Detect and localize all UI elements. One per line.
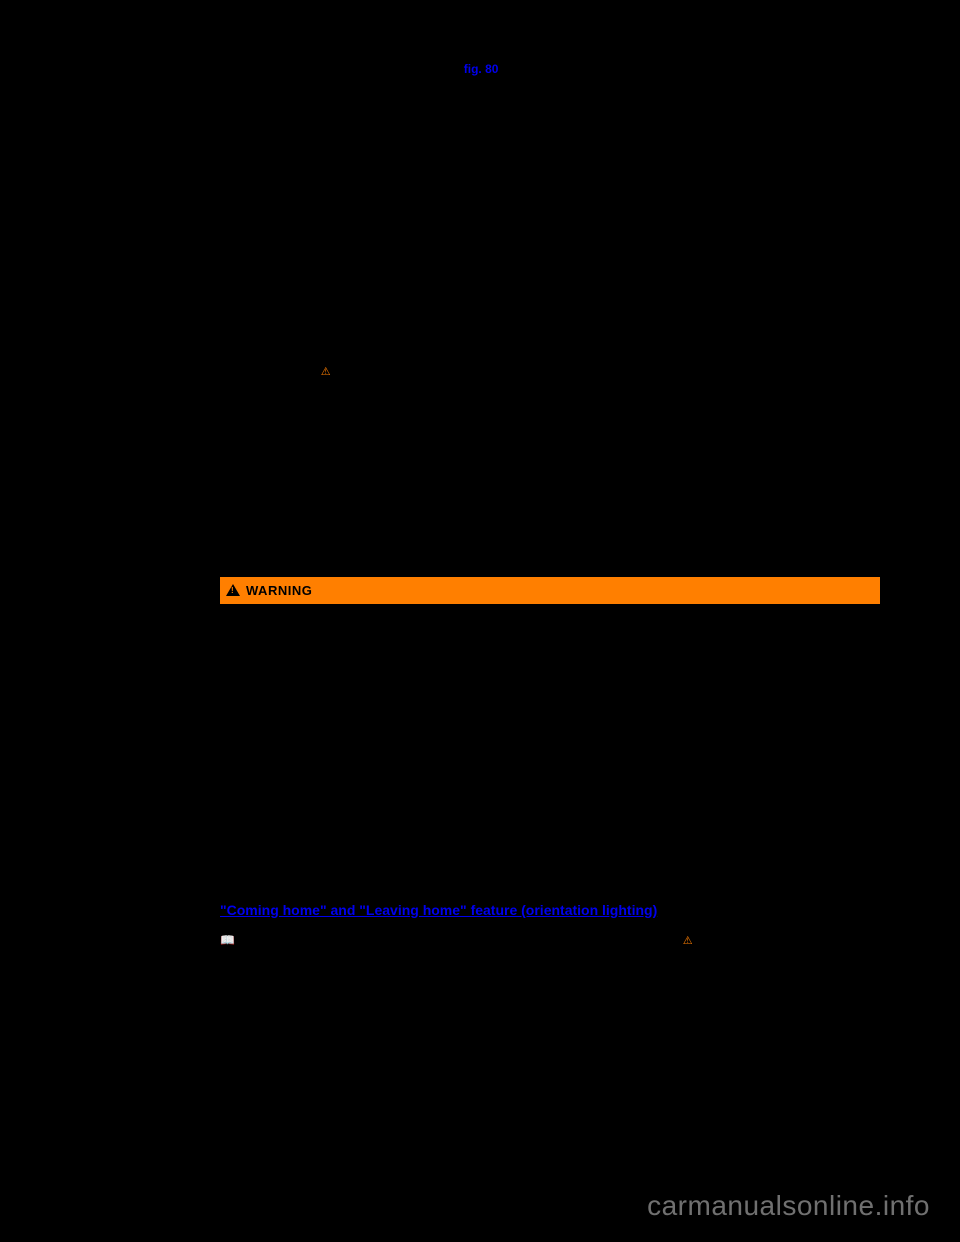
warning-box: WARNING Parking lights alone are not bri… [220,577,880,659]
fog-rear-6: ) to the only detent. [257,449,360,463]
parking-light-icon: ⛮ [373,780,386,794]
fog-rear-2: , pull the light switch out to the secon… [416,413,731,427]
table1-r0-c1: Fog lights, low beams, and parking light… [281,122,570,171]
table1-r3-c1: Low beams off; parking lights may still … [281,251,570,300]
fog-rear-3: , or [788,413,809,427]
parking-light-icon: ⛮ [720,395,733,409]
section-title-link[interactable]: "Coming home" and "Leaving home" feature… [220,900,880,921]
fog-rear-icon: O⊧ [356,346,372,360]
fog-front-text: , pull the light switch out to the first… [424,395,719,409]
fog-front-icon: ⊧D [406,395,421,409]
section2-body: The Coming Home feature may have to be s… [220,962,880,998]
warning-label: WARNING [246,581,312,601]
figure-link[interactable]: fig. 80 [464,62,499,76]
table-row: AUTO "Coming home" and "Leaving home" fe… [221,171,880,220]
watermark: carmanualsonline.info [647,1190,930,1222]
notice-2: If you remove the ignition key with the … [220,742,880,832]
fog-lights-heading: Fog lights [220,314,880,332]
noise-heading: Noises when headlights are switched on o… [220,493,880,511]
table1-header-0: Symbol [221,91,281,122]
warning-triangle-icon: ⚠ [321,364,331,381]
fog-intro: The indicator lights ⊧D or O⊧ in the hea… [220,344,880,381]
intro-text-a: Turn the light switch to the desired pos… [220,62,464,76]
table2-r0-c0: Switching on: [221,1041,366,1126]
intro-text-b: : [502,62,505,76]
table1-r1-c1: "Coming home" and "Leaving home" feature… [281,171,570,220]
table-row: ⛮ Parking lights on. Parking lights on. [221,220,880,251]
table1-header-2: Ignition switched on [570,91,880,122]
fog-intro-b: or [342,346,356,360]
off-icon: ⭘ [229,130,239,144]
lights-link: Lights [709,933,741,947]
table1-r2-c1: Parking lights on. [281,220,570,251]
headlight-icon: ≈D [238,449,253,463]
table-row: ≈D Low beams off; parking lights may sti… [221,251,880,300]
headlight-icon: ≈D [519,744,534,758]
warning-triangle-icon [226,584,240,596]
headlight-icon: ≈D [750,395,765,409]
fog-rear-1: To switch on the rear fog light [238,413,397,427]
table1-r2-c2: Parking lights on. [570,220,880,251]
table-row: ⭘ Fog lights, low beams, and parking lig… [221,122,880,171]
headlight-icon: ≈D [229,259,244,273]
fog-instructions-list: To switch on the front fog lights ⊧D , p… [220,393,880,483]
table2-r1-c0: Switching off: [221,1126,366,1229]
fog-rear-5: or [858,431,869,445]
list-item: To switch on the front fog lights ⊧D , p… [238,393,880,411]
fog-off: To switch off the fog lights, push the h… [238,467,698,481]
fog-front-intro: To switch on the front fog lights [238,395,406,409]
noise-body: When headlights are switched on or off, … [220,523,880,559]
warning-body: Parking lights alone are not bright enou… [220,605,880,658]
parking-light-icon: ⛮ [229,228,242,242]
fog-intro-a: The indicator lights [220,346,324,360]
section2-intro-a: Please first read and note the introduct… [238,933,683,947]
list-item: To switch off the fog lights, push the h… [238,465,880,483]
headlight-icon: ≈D [808,413,823,427]
table2-r0-c1: – Switch off the ignition. – Activate th… [365,1041,879,1126]
notice-2a: If you remove the ignition key with the … [220,744,519,758]
fog-rear-icon: O⊧ [397,413,413,427]
table1-r3-c2: Low beam headlights on. [570,251,880,300]
off-icon: ⭘ [698,467,708,481]
table2-header-0: Action [221,1010,366,1041]
fog-front-or: or [736,395,750,409]
list-item: To switch on the rear fog light O⊧ , pul… [238,411,880,465]
table-row: Switching on: – Switch off the ignition.… [221,1041,880,1126]
warning-header: WARNING [220,577,880,606]
intro-paragraph: Turn the light switch to the desired pos… [220,60,880,78]
symbol-cell: ⭘ [221,122,281,171]
table1-header-1: Ignition switched off [281,91,570,122]
light-switch-table: Symbol Ignition switched off Ignition sw… [220,90,880,300]
notice-1: The tail lights are not switched on with… [220,676,880,730]
parking-light-icon: ⛮ [842,431,855,445]
section2-intro: 📖 Please first read and note the introdu… [220,931,880,950]
auto-cell: AUTO [221,171,281,220]
warning-triangle-icon: ⚠ [683,933,693,950]
parking-light-icon: ⛮ [772,413,785,427]
fog-front-icon: ⊧D [324,346,339,360]
book-icon: 📖 [220,933,238,947]
section2-intro-b: . [744,933,747,947]
table1-r1-c2: Automatic headlights (low beams) active … [570,171,880,220]
symbol-cell: ⛮ [221,220,281,251]
notice-3: If the vehicle is going to be parked for… [220,844,880,880]
fog-off-b: to turn off all lights. [711,467,812,481]
symbol-cell: ≈D [221,251,281,300]
table1-r0-c2: Lights switched off or Daytime Running L… [570,122,880,171]
table2-header-1: "Coming home" (on) [365,1010,879,1041]
